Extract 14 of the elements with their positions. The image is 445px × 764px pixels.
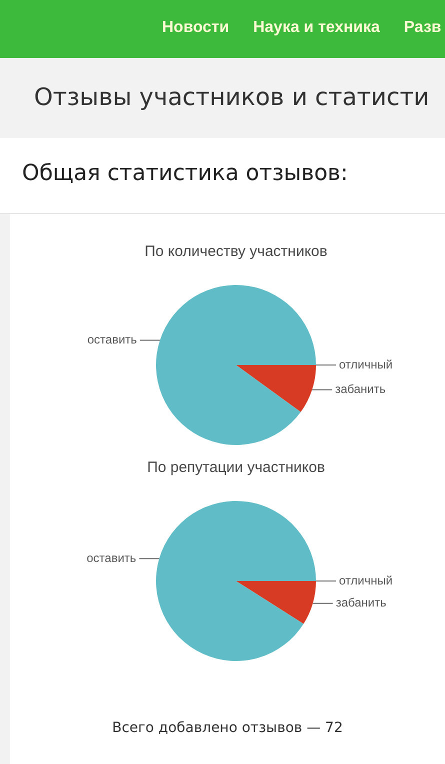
chart-title: По репутации участников [147,459,325,476]
legend-label: отличный [339,573,393,588]
slice-label: забанить [336,596,386,610]
text: Всего добавлено отзывов — 72 [111,720,344,736]
text: Общая статистика отзывов: [22,161,348,186]
text: Новости [162,19,230,37]
legend-label: отличный [339,357,393,372]
text: Разв [404,19,442,37]
chart-title: По количеству участников [144,243,328,260]
text: Наука и техника [253,19,380,37]
text: Отзывы участников и статисти [34,83,430,111]
slice-label: оставить [87,332,137,347]
slice-label: оставить [86,550,136,565]
slice-label: забанить [335,382,386,396]
